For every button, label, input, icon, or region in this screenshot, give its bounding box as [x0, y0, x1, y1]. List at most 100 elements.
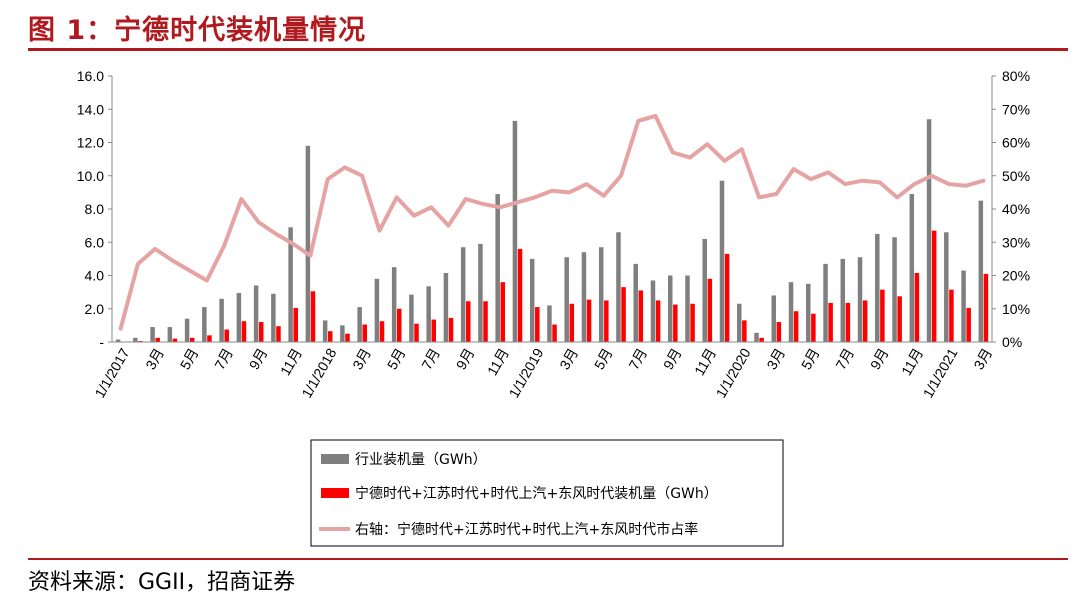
- catl-bar: [189, 337, 195, 342]
- legend-label-catl: 宁德时代+江苏时代+时代上汽+东风时代装机量（GWh）: [355, 485, 718, 502]
- x-tick-label: 7月: [832, 345, 857, 372]
- legend-swatch-industry: [321, 454, 349, 464]
- industry-bar: [633, 263, 638, 342]
- x-tick-label: 11月: [484, 345, 512, 378]
- right-tick-label: 70%: [1002, 101, 1030, 117]
- industry-bar: [391, 267, 397, 342]
- legend-label-industry: 行业装机量（GWh）: [355, 452, 487, 468]
- industry-bar: [961, 270, 966, 342]
- industry-bar: [495, 194, 500, 342]
- right-tick-label: 0%: [1002, 334, 1022, 350]
- catl-bar: [155, 337, 160, 342]
- catl-bar: [258, 322, 264, 342]
- catl-bar: [966, 307, 971, 342]
- industry-bar: [650, 280, 656, 342]
- industry-bar: [719, 180, 725, 342]
- market-share-line: [118, 113, 986, 331]
- catl-bar: [586, 299, 592, 342]
- left-tick-label: 4.0: [85, 268, 105, 284]
- catl-bar: [172, 338, 178, 342]
- source-rule: [28, 558, 1068, 560]
- x-tick-label: 3月: [970, 345, 995, 372]
- x-tick-label: 3月: [349, 345, 374, 372]
- catl-bar: [362, 324, 367, 342]
- catl-bar: [914, 273, 920, 342]
- left-tick-label: 10.0: [77, 168, 104, 184]
- catl-bar: [638, 290, 644, 342]
- industry-bar: [788, 282, 794, 342]
- industry-bar: [702, 238, 707, 342]
- left-tick-label: 8.0: [85, 201, 105, 217]
- catl-bar: [897, 296, 902, 342]
- industry-bar: [547, 305, 552, 342]
- industry-bar: [115, 339, 121, 342]
- x-tick-label: 5月: [384, 345, 409, 372]
- right-tick-label: 20%: [1002, 268, 1030, 284]
- catl-bar: [742, 320, 747, 342]
- left-tick-label: 12.0: [77, 135, 104, 151]
- legend-label-share: 右轴：宁德时代+江苏时代+时代上汽+东风时代市占率: [355, 521, 698, 538]
- industry-bar: [806, 283, 811, 342]
- industry-bar: [133, 337, 138, 342]
- catl-bar: [949, 289, 954, 342]
- catl-bar: [414, 323, 419, 342]
- industry-bar: [581, 252, 587, 342]
- catl-bar: [983, 273, 989, 342]
- catl-bar: [673, 304, 678, 342]
- catl-bar: [535, 307, 540, 342]
- catl-bar: [431, 319, 437, 342]
- catl-bar: [293, 307, 298, 342]
- industry-bar: [840, 258, 846, 342]
- industry-bar: [754, 332, 759, 342]
- catl-bar: [552, 324, 557, 342]
- catl-bar: [811, 313, 816, 342]
- industry-bar: [909, 194, 915, 342]
- catl-bar: [655, 300, 661, 342]
- catl-bar: [517, 248, 523, 342]
- x-tick-label: 11月: [277, 345, 305, 378]
- catl-bar: [621, 287, 626, 342]
- industry-bar: [409, 294, 414, 342]
- industry-bar: [478, 243, 483, 342]
- industry-bar: [978, 200, 984, 342]
- x-tick-label: 1/1/2017: [91, 345, 132, 400]
- catl-bar: [793, 311, 799, 342]
- x-tick-label: 7月: [625, 345, 650, 372]
- industry-bar: [253, 285, 259, 342]
- x-tick-label: 3月: [142, 345, 167, 372]
- catl-bar: [759, 337, 764, 342]
- industry-bar: [288, 227, 293, 342]
- catl-bar: [345, 333, 350, 342]
- industry-bar: [219, 298, 224, 342]
- industry-bar: [167, 327, 173, 342]
- right-tick-label: 10%: [1002, 301, 1030, 317]
- industry-bar: [236, 292, 242, 342]
- legend-box: [310, 439, 784, 547]
- industry-bar: [512, 120, 518, 342]
- catl-bar: [776, 322, 782, 342]
- right-tick-label: 30%: [1002, 234, 1030, 250]
- catl-bar: [862, 300, 868, 342]
- x-tick-label: 9月: [660, 345, 685, 372]
- catl-bar: [327, 331, 333, 342]
- industry-bar: [357, 307, 362, 342]
- legend-swatch-catl: [321, 488, 349, 498]
- catl-bar: [724, 253, 730, 342]
- industry-bar: [737, 303, 742, 342]
- x-tick-label: 5月: [591, 345, 616, 372]
- catl-bar: [845, 302, 851, 342]
- left-tick-label: 2.0: [85, 301, 105, 317]
- title-rule: [28, 48, 1068, 51]
- industry-bar: [823, 263, 828, 342]
- right-tick-label: 40%: [1002, 201, 1030, 217]
- right-tick-label: 60%: [1002, 135, 1030, 151]
- industry-bar: [944, 232, 949, 342]
- x-tick-label: 7月: [418, 345, 443, 372]
- x-tick-label: 3月: [556, 345, 581, 372]
- right-tick-label: 50%: [1002, 168, 1030, 184]
- industry-bar: [305, 145, 311, 342]
- industry-bar: [460, 247, 466, 342]
- x-tick-label: 3月: [763, 345, 788, 372]
